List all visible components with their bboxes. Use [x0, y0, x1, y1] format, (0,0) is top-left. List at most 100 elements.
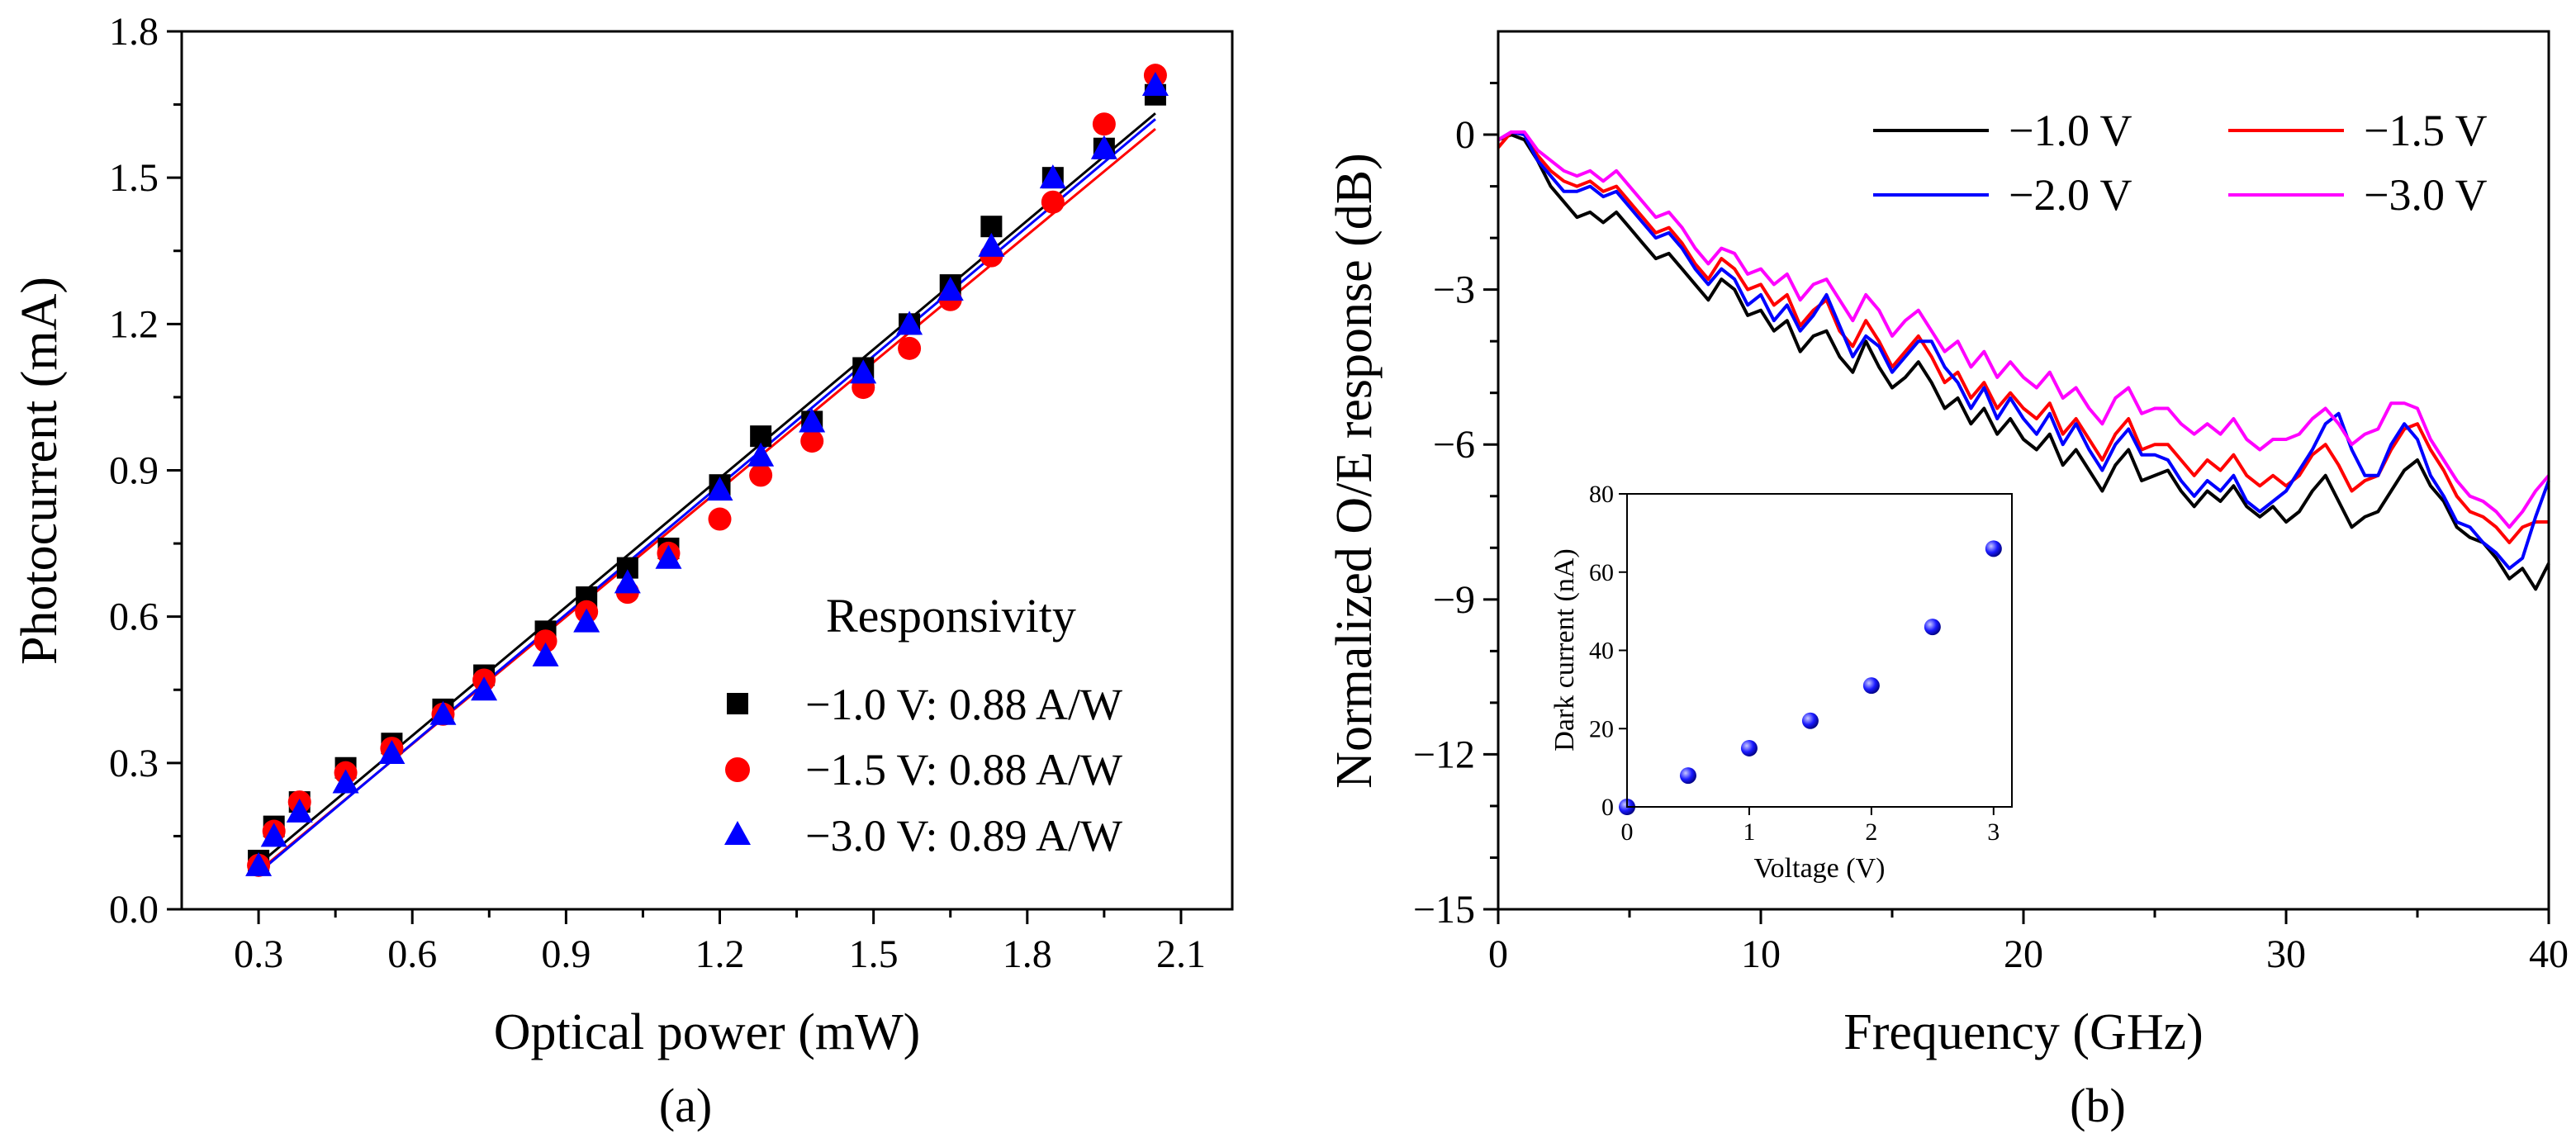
y-tick-label: −9	[1433, 578, 1475, 622]
inset-y-tick-label: 80	[1589, 481, 1614, 508]
data-point-triangle	[573, 608, 600, 633]
data-point-triangle	[1141, 71, 1169, 96]
x-tick-label: 1.8	[1003, 932, 1052, 976]
inset-x-tick-label: 1	[1743, 818, 1755, 846]
panel-a-ticks	[167, 30, 1183, 924]
panel-a-data-points	[245, 64, 1169, 877]
y-tick-label: 0.0	[109, 888, 159, 932]
y-tick-label: 0.3	[109, 742, 159, 785]
data-point-triangle	[747, 442, 775, 467]
legend-entry-b-1v: −1.0 V	[2009, 106, 2132, 155]
data-point-triangle	[471, 676, 498, 701]
data-point-triangle	[1090, 135, 1117, 159]
legend-entry-b-1-5v: −1.5 V	[2364, 106, 2487, 155]
series-line-0	[1497, 133, 2550, 591]
panel-b-x-axis-label: Frequency (GHz)	[1843, 1004, 2204, 1060]
inset-y-tick-label: 0	[1601, 794, 1614, 821]
legend-marker-square	[727, 693, 748, 714]
inset-data-point	[1924, 619, 1941, 636]
data-point-triangle	[532, 642, 559, 666]
inset-plot-frame	[1626, 493, 2013, 808]
inset-x-axis-label: Voltage (V)	[1754, 853, 1886, 884]
data-point-triangle	[614, 569, 641, 594]
panel-a-plot-frame	[180, 30, 1234, 911]
data-point-triangle	[1039, 164, 1066, 189]
legend-entry-b-2v: −2.0 V	[2009, 170, 2132, 220]
y-tick-label: 1.5	[109, 156, 159, 200]
panel-b-series-lines	[1497, 130, 2550, 591]
data-point-triangle	[978, 232, 1005, 257]
legend-entry-1-5v: −1.5 V: 0.88 A/W	[805, 745, 1122, 794]
data-point-circle	[749, 463, 773, 487]
data-point-circle	[1092, 112, 1116, 136]
panel-a-label: (a)	[659, 1079, 712, 1132]
data-point-triangle	[896, 311, 923, 335]
series-line-2	[1497, 130, 2550, 571]
y-tick-label: 0.9	[109, 449, 159, 493]
series-line-1	[1497, 130, 2549, 544]
inset-y-axis-label: Dark current (nA)	[1549, 548, 1580, 751]
data-point-triangle	[245, 851, 273, 876]
panel-a-tick-labels: 0.3 0.6 0.9 1.2 1.5 1.8 2.1 0.0 0.3 0.6 0.9 1.2 1.5 1…	[109, 10, 1206, 976]
panel-a-x-axis-label: Optical power (mW)	[494, 1004, 920, 1060]
inset-y-tick-label: 20	[1589, 715, 1614, 742]
inset-data-point	[1862, 677, 1880, 695]
data-point-triangle	[850, 359, 877, 384]
data-point-triangle	[260, 823, 287, 847]
data-point-circle	[708, 507, 732, 531]
inset-chart: 0 1 2 3 0 20 40 60 80 Voltage (V) Dark current (…	[1544, 479, 2032, 884]
x-tick-label: 10	[1741, 932, 1781, 976]
x-tick-label: 0.6	[387, 932, 437, 976]
data-point-triangle	[332, 769, 359, 794]
panel-b-plot-frame	[1497, 30, 2550, 911]
inset-y-tick-label: 40	[1589, 638, 1614, 665]
panel-a: 0.3 0.6 0.9 1.2 1.5 1.8 2.1 0.0 0.3 0.6 0.9 1.2 1.5 1…	[12, 10, 1234, 1132]
inset-data-point	[1679, 767, 1696, 785]
legend-marker-circle	[725, 757, 750, 782]
legend-entry-b-3v: −3.0 V	[2364, 170, 2487, 220]
inset-data-point	[1801, 712, 1819, 729]
inset-data-point	[1985, 540, 2002, 557]
x-tick-label: 0.3	[234, 932, 283, 976]
y-tick-label: 1.2	[109, 302, 159, 346]
x-tick-label: 20	[2004, 932, 2043, 976]
data-point-circle	[800, 429, 824, 453]
panel-a-y-axis-label: Photocurrent (mA)	[12, 277, 68, 665]
panel-b-y-axis-label: Normalized O/E response (dB)	[1326, 153, 1383, 789]
y-tick-label: 0.6	[109, 595, 159, 639]
data-point-circle	[1041, 190, 1065, 214]
y-tick-label: 0	[1455, 113, 1475, 157]
x-tick-label: 1.2	[695, 932, 745, 976]
panel-b-legend: −1.0 V −1.5 V −2.0 V −3.0 V	[1873, 106, 2487, 220]
panel-b-ticks	[1483, 82, 2550, 924]
panel-b: 0 10 20 30 400−3−6−9−12−15 Frequency (GHz) N…	[1326, 30, 2569, 1132]
inset-x-tick-label: 0	[1621, 818, 1634, 846]
data-point-circle	[898, 336, 922, 360]
legend-marker-triangle	[724, 821, 751, 845]
y-tick-label: −6	[1433, 423, 1475, 467]
y-tick-label: 1.8	[109, 10, 159, 54]
inset-x-tick-label: 3	[1987, 818, 2000, 846]
inset-x-tick-label: 2	[1865, 818, 1877, 846]
data-point-triangle	[655, 544, 682, 569]
x-tick-label: 30	[2266, 932, 2306, 976]
x-tick-label: 1.5	[849, 932, 899, 976]
legend-title: Responsivity	[826, 589, 1076, 643]
data-point-triangle	[937, 276, 964, 301]
fit-line-series-2	[258, 118, 1156, 874]
legend-entry-1v: −1.0 V: 0.88 A/W	[805, 680, 1122, 729]
y-tick-label: −15	[1413, 888, 1475, 932]
data-point-triangle	[706, 477, 733, 501]
fit-line-series-0	[258, 112, 1156, 866]
x-tick-label: 0	[1488, 932, 1508, 976]
inset-data-point	[1740, 739, 1758, 756]
x-tick-label: 40	[2529, 932, 2569, 976]
series-line-3	[1497, 130, 2550, 529]
data-point-triangle	[429, 700, 457, 725]
y-tick-label: −3	[1433, 268, 1475, 312]
inset-tick-labels: 0 1 2 3 0 20 40 60 80	[1589, 481, 2000, 846]
panel-b-label: (b)	[2070, 1079, 2126, 1132]
x-tick-label: 2.1	[1156, 932, 1206, 976]
inset-y-tick-label: 60	[1589, 559, 1614, 586]
